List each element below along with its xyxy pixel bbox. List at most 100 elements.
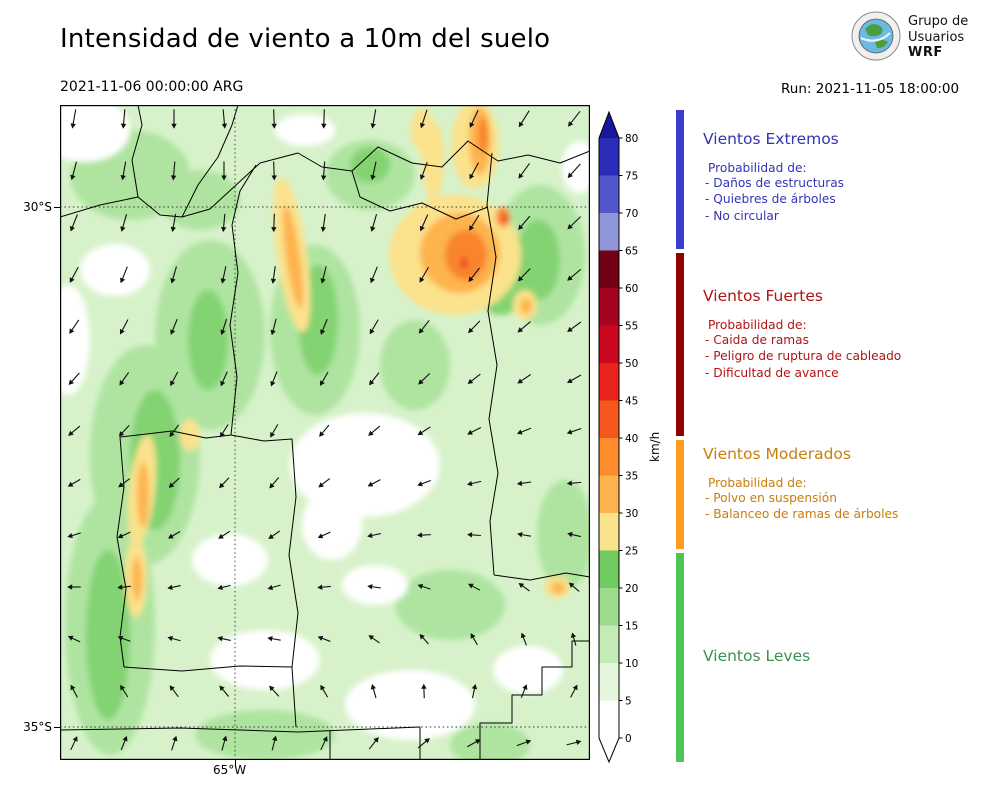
wind-arrow bbox=[370, 161, 377, 181]
wind-arrow bbox=[317, 584, 331, 590]
wind-arrow bbox=[467, 583, 481, 591]
category-bar-extremos bbox=[676, 110, 684, 249]
wind-arrow bbox=[221, 109, 228, 129]
wind-arrow bbox=[418, 319, 430, 334]
wind-arrow bbox=[67, 532, 81, 539]
wind-arrow bbox=[317, 635, 331, 642]
wind-arrow bbox=[520, 632, 527, 646]
wind-arrow bbox=[270, 371, 278, 387]
wind-arrow bbox=[118, 478, 131, 488]
legend-item: - Balanceo de ramas de árboles bbox=[705, 507, 899, 522]
wind-arrow bbox=[370, 684, 377, 699]
wind-arrow bbox=[120, 214, 128, 232]
wind-arrow bbox=[568, 582, 580, 592]
legend-item: - Dificultad de avance bbox=[705, 365, 839, 380]
wind-arrow bbox=[419, 161, 428, 180]
wind-arrow bbox=[370, 214, 378, 232]
colorbar-tick-label: 15 bbox=[625, 620, 638, 632]
axis-tickmark bbox=[54, 726, 60, 728]
wind-arrow bbox=[67, 478, 81, 487]
legend-item: - Daños de estructuras bbox=[705, 176, 845, 190]
wind-arrow bbox=[220, 371, 228, 387]
colorbar-tick-label: 45 bbox=[625, 395, 638, 407]
province-borders bbox=[60, 105, 590, 760]
legend-item: - Caida de ramas bbox=[705, 333, 809, 347]
wind-arrow bbox=[370, 109, 377, 129]
wind-arrow bbox=[68, 372, 80, 386]
wrf-users-group-logo: Grupo de Usuarios WRF bbox=[851, 11, 968, 61]
wind-arrow bbox=[219, 685, 230, 697]
wind-arrow bbox=[70, 109, 77, 129]
colorbar-tick-label: 5 bbox=[625, 695, 632, 707]
wind-arrow bbox=[67, 635, 81, 643]
wind-arrow bbox=[419, 214, 429, 232]
colorbar-tick-label: 20 bbox=[625, 583, 638, 595]
wind-arrow bbox=[267, 636, 281, 642]
wind-arrow bbox=[171, 735, 178, 751]
probability-label: Probabilidad de: bbox=[708, 318, 807, 332]
logo-line-1: Grupo de bbox=[908, 14, 969, 29]
colorbar-tick-label: 0 bbox=[625, 733, 632, 745]
wind-arrow bbox=[320, 161, 327, 181]
wind-arrow bbox=[567, 268, 582, 281]
wind-arrow bbox=[218, 530, 231, 539]
wind-arrow bbox=[320, 736, 328, 751]
wind-arrow bbox=[419, 633, 429, 645]
wind-arrow bbox=[419, 266, 429, 283]
colorbar-tick-label: 10 bbox=[625, 658, 638, 670]
wind-arrow bbox=[467, 739, 481, 748]
wind-arrow bbox=[67, 584, 81, 590]
colorbar-tick-label: 40 bbox=[625, 433, 638, 445]
colorbar-tick-label: 55 bbox=[625, 320, 638, 332]
wind-arrow bbox=[370, 266, 378, 284]
wind-intensity-map bbox=[60, 105, 590, 760]
wind-arrow bbox=[320, 266, 327, 284]
wind-arrow bbox=[417, 532, 431, 538]
wind-arrow bbox=[419, 109, 428, 129]
wind-arrow bbox=[321, 109, 327, 129]
wind-arrow bbox=[317, 531, 331, 539]
wind-arrow bbox=[120, 109, 127, 129]
wind-arrow bbox=[469, 214, 480, 231]
wind-arrow bbox=[417, 583, 431, 590]
wind-arrow bbox=[369, 372, 380, 386]
wind-arrow bbox=[170, 213, 177, 233]
wind-arrow bbox=[319, 424, 330, 437]
wind-arrow bbox=[518, 583, 530, 592]
wind-arrow bbox=[270, 266, 277, 284]
wind-arrow bbox=[117, 584, 131, 590]
colorbar-tick-label: 30 bbox=[625, 508, 638, 520]
wind-arrow bbox=[320, 684, 329, 698]
wind-arrow bbox=[518, 162, 531, 179]
wind-arrow bbox=[270, 424, 279, 438]
wind-arrow bbox=[271, 213, 277, 233]
wind-arrow bbox=[167, 635, 181, 642]
wind-arrow bbox=[467, 427, 482, 435]
lat-tick-35s: 35°S bbox=[23, 720, 52, 734]
wind-arrow bbox=[221, 735, 228, 751]
colorbar-tick-label: 50 bbox=[625, 358, 638, 370]
wind-arrow bbox=[470, 633, 478, 646]
legend-title-extremos: Vientos Extremos bbox=[703, 130, 839, 148]
legend-section-leves: Vientos Leves bbox=[703, 647, 995, 665]
globe-logo-icon bbox=[851, 11, 901, 61]
wind-arrow bbox=[417, 738, 430, 749]
wind-arrow bbox=[467, 532, 481, 538]
wind-arrow bbox=[319, 371, 329, 386]
logo-line-2: Usuarios bbox=[908, 29, 965, 45]
wind-arrow bbox=[516, 480, 532, 486]
wind-arrow bbox=[567, 531, 581, 538]
wind-arrow bbox=[517, 321, 531, 333]
wind-arrow bbox=[118, 425, 130, 437]
wind-arrow bbox=[367, 532, 381, 539]
wind-arrow bbox=[320, 213, 327, 233]
wind-arrow bbox=[468, 320, 481, 334]
legend-section-fuertes: Vientos Fuertes Probabilidad de: - Caida… bbox=[703, 287, 995, 381]
legend-item: - Peligro de ruptura de cableado bbox=[705, 349, 902, 364]
wind-arrow bbox=[69, 214, 78, 232]
lat-tick-30s: 30°S bbox=[23, 200, 52, 214]
wind-arrow bbox=[170, 371, 179, 387]
axis-tickmark bbox=[234, 760, 236, 766]
category-bar-fuertes bbox=[676, 252, 684, 436]
legend-item: - Polvo en suspensión bbox=[705, 491, 837, 505]
